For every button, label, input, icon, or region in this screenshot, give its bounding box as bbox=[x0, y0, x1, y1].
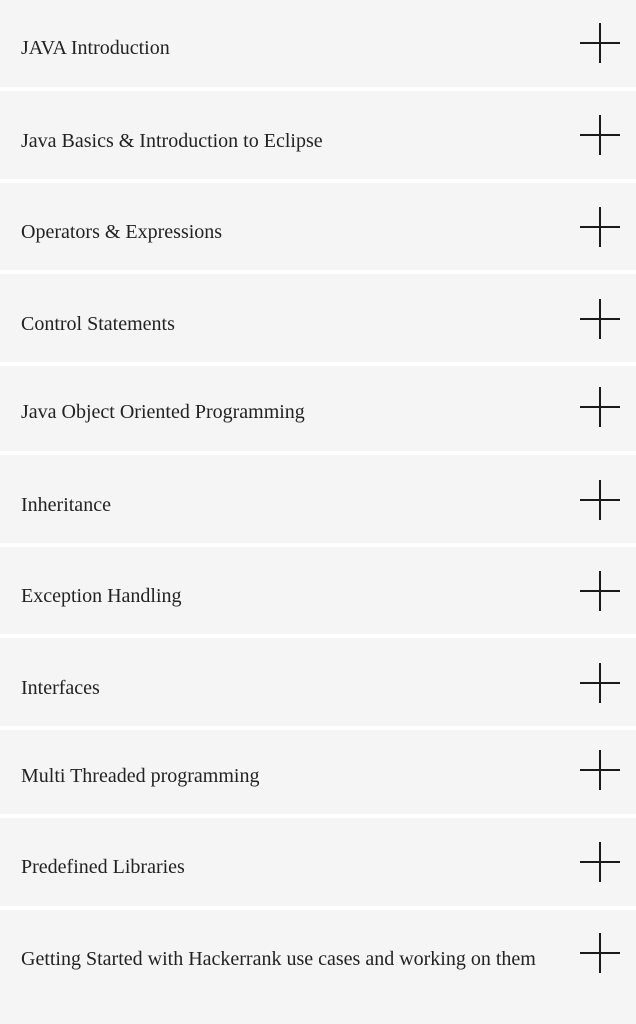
accordion-item-title: Operators & Expressions bbox=[21, 221, 223, 243]
plus-icon[interactable] bbox=[580, 933, 620, 973]
plus-icon[interactable] bbox=[580, 387, 620, 427]
plus-icon[interactable] bbox=[580, 750, 620, 790]
accordion-item-multi-threaded-programming[interactable]: Multi Threaded programming bbox=[0, 730, 636, 814]
accordion-item-object-oriented-programming[interactable]: Java Object Oriented Programming bbox=[0, 366, 636, 451]
accordion-item-title: Interfaces bbox=[21, 677, 100, 699]
plus-icon[interactable] bbox=[580, 115, 620, 155]
accordion-item-control-statements[interactable]: Control Statements bbox=[0, 274, 636, 362]
accordion-item-predefined-libraries[interactable]: Predefined Libraries bbox=[0, 818, 636, 906]
accordion-item-title: Control Statements bbox=[21, 313, 175, 335]
accordion-item-interfaces[interactable]: Interfaces bbox=[0, 638, 636, 726]
accordion-item-java-basics[interactable]: Java Basics & Introduction to Eclipse bbox=[0, 91, 636, 179]
plus-icon[interactable] bbox=[580, 480, 620, 520]
accordion-item-title: Multi Threaded programming bbox=[21, 765, 260, 787]
accordion-item-java-introduction[interactable]: JAVA Introduction bbox=[0, 0, 636, 87]
accordion-item-hackerrank-use-cases[interactable]: Getting Started with Hackerrank use case… bbox=[0, 910, 636, 1024]
accordion-item-title: JAVA Introduction bbox=[21, 37, 170, 59]
accordion-item-title: Getting Started with Hackerrank use case… bbox=[21, 948, 536, 970]
plus-icon[interactable] bbox=[580, 23, 620, 63]
plus-icon[interactable] bbox=[580, 299, 620, 339]
accordion-item-inheritance[interactable]: Inheritance bbox=[0, 455, 636, 543]
plus-icon[interactable] bbox=[580, 571, 620, 611]
plus-icon[interactable] bbox=[580, 207, 620, 247]
accordion-item-title: Inheritance bbox=[21, 494, 111, 516]
plus-icon[interactable] bbox=[580, 663, 620, 703]
accordion-item-operators-expressions[interactable]: Operators & Expressions bbox=[0, 183, 636, 270]
accordion-item-title: Predefined Libraries bbox=[21, 856, 185, 878]
accordion-item-title: Java Basics & Introduction to Eclipse bbox=[21, 130, 323, 152]
accordion-item-title: Exception Handling bbox=[21, 585, 182, 607]
plus-icon[interactable] bbox=[580, 842, 620, 882]
accordion-item-title: Java Object Oriented Programming bbox=[21, 401, 305, 423]
accordion-item-exception-handling[interactable]: Exception Handling bbox=[0, 547, 636, 634]
